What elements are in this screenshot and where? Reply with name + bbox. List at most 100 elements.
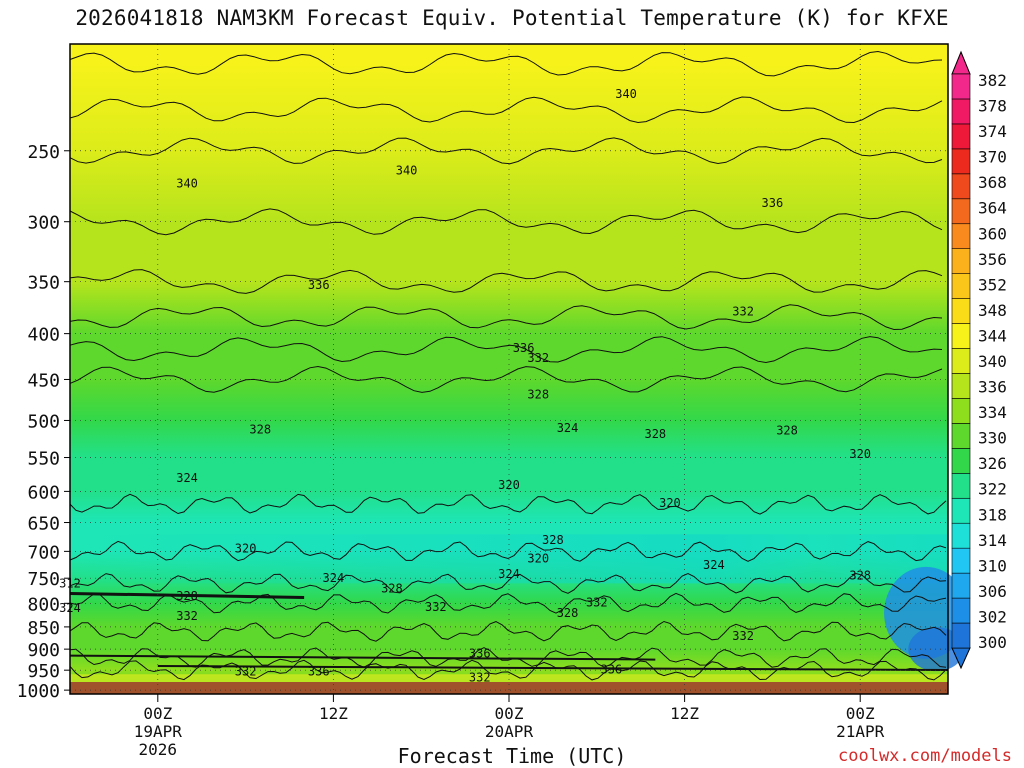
contour-label: 328	[249, 423, 271, 437]
contour-label: 324	[557, 421, 579, 435]
inversion-line	[157, 665, 949, 672]
colorbar-label: 330	[978, 429, 1007, 448]
contour-line	[69, 540, 947, 562]
colorbar-swatch	[951, 497, 971, 524]
x-tick-label: 00Z	[143, 704, 172, 723]
colorbar-label: 360	[978, 224, 1007, 243]
contour-label: 336	[308, 664, 330, 678]
contour-label: 320	[659, 496, 681, 510]
contour-line	[69, 592, 947, 614]
contour-label: 332	[235, 664, 257, 678]
colorbar-label: 348	[978, 301, 1007, 320]
y-tick-label: 900	[27, 640, 60, 661]
colorbar-swatch	[951, 298, 971, 324]
colorbar-swatch	[951, 198, 971, 225]
x-tick-label: 19APR	[134, 722, 183, 741]
chart-title: 2026041818 NAM3KM Forecast Equiv. Potent…	[75, 6, 949, 30]
y-tick-label: 400	[27, 325, 60, 346]
colorbar-label: 314	[978, 531, 1007, 550]
contour-label: 336	[601, 662, 623, 676]
inversion-line	[69, 654, 656, 661]
contour-label: 328	[776, 423, 798, 437]
contour-label: 328	[527, 388, 549, 402]
colorbar-swatch	[951, 423, 971, 449]
contour-label: 324	[703, 558, 725, 572]
colorbar-swatch	[951, 448, 971, 474]
contour-label: 320	[498, 478, 520, 492]
contour-label: 332	[732, 629, 754, 643]
colorbar-swatch	[951, 73, 971, 100]
contour-label: 336	[513, 341, 535, 355]
x-axis-title: Forecast Time (UTC)	[397, 744, 627, 768]
contour-label: 328	[542, 533, 564, 547]
colorbar-swatch	[951, 547, 971, 574]
y-tick-label: 550	[27, 449, 60, 470]
colorbar-swatch	[951, 123, 971, 150]
x-tick-label: 20APR	[485, 722, 534, 741]
colorbar-swatch	[951, 348, 971, 374]
colorbar-swatch	[951, 173, 971, 200]
y-tick-label: 500	[27, 411, 60, 432]
contour-label: 340	[396, 163, 418, 177]
colorbar-swatch	[951, 273, 971, 299]
contour-label: 328	[176, 589, 198, 603]
colorbar-swatch	[951, 398, 971, 424]
contour-label: 320	[235, 542, 257, 556]
y-tick-label: 800	[27, 594, 60, 615]
colorbar-label: 374	[978, 122, 1007, 141]
contour-label: 328	[849, 569, 871, 583]
colorbar-label: 306	[978, 582, 1007, 601]
colorbar-swatch	[951, 148, 971, 175]
colorbar-swatch	[951, 522, 971, 549]
contour-label: 324	[323, 571, 345, 585]
contour-line	[69, 572, 947, 594]
y-tick-label: 600	[27, 482, 60, 503]
cool-layer	[70, 534, 948, 584]
contour-label: 332	[732, 305, 754, 319]
contour-label: 320	[527, 552, 549, 566]
x-tick-label: 2026	[139, 740, 178, 759]
contour-line	[69, 269, 943, 294]
colorbar-label: 370	[978, 148, 1007, 167]
colorbar-label: 382	[978, 71, 1007, 90]
colorbar-label: 356	[978, 250, 1007, 269]
y-tick-label: 650	[27, 514, 60, 535]
colorbar-label: 344	[978, 326, 1007, 345]
contour-label: 324	[176, 471, 198, 485]
colorbar-label: 300	[978, 633, 1007, 652]
contour-label: 336	[469, 646, 491, 660]
colorbar-label: 318	[978, 505, 1007, 524]
contour-line	[69, 96, 943, 124]
x-tick-label: 00Z	[495, 704, 524, 723]
contour-line	[69, 620, 947, 642]
colorbar-label: 340	[978, 352, 1007, 371]
x-tick-label: 12Z	[670, 704, 699, 723]
y-tick-label: 350	[27, 273, 60, 294]
contour-line	[69, 304, 943, 331]
colorbar-label: 368	[978, 173, 1007, 192]
contour-label: 328	[381, 581, 403, 595]
contour-line	[69, 493, 947, 515]
y-tick-label: 850	[27, 618, 60, 639]
contour-label: 328	[557, 606, 579, 620]
y-tick-label: 700	[27, 542, 60, 563]
contour-label: 332	[469, 670, 491, 684]
contour-line	[69, 50, 943, 77]
contour-label: 332	[425, 600, 447, 614]
contour-label: 332	[527, 351, 549, 365]
colorbar-swatch	[951, 323, 971, 349]
contour-label: 340	[176, 177, 198, 191]
colorbar-label: 352	[978, 275, 1007, 294]
x-tick-label: 21APR	[836, 722, 885, 741]
credit-link[interactable]: coolwx.com/models	[838, 746, 1012, 766]
colorbar-label: 334	[978, 403, 1007, 422]
y-tick-label: 250	[27, 142, 60, 163]
y-tick-label: 300	[27, 213, 60, 234]
y-tick-label: 1000	[17, 681, 60, 702]
x-tick-label: 00Z	[846, 704, 875, 723]
contour-label: 336	[308, 278, 330, 292]
colorbar-swatch	[951, 572, 971, 599]
ground-strip	[70, 682, 948, 694]
colorbar-label: 378	[978, 97, 1007, 116]
